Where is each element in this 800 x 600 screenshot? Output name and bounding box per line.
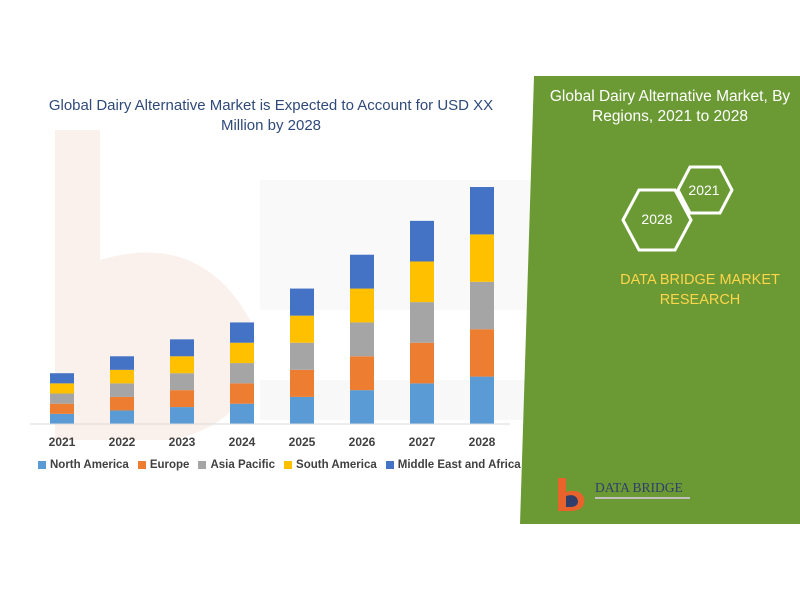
bar-segment-2024-0 [230,403,254,424]
bar-segment-2028-2 [470,281,494,330]
legend-swatch [385,461,394,469]
x-tick-2023: 2023 [169,435,196,449]
x-tick-2028: 2028 [469,435,496,449]
bar-segment-2027-1 [410,342,434,384]
logo-text: DATA BRIDGE [595,480,683,495]
legend-item-2: Asia Pacific [198,459,275,471]
legend-label: North America [50,459,129,471]
company-name: DATA BRIDGE MARKET RESEARCH [620,272,780,308]
bar-segment-2028-0 [470,376,494,424]
logo-underline [595,497,690,499]
bar-segment-2023-0 [170,407,194,424]
legend-label: Europe [149,459,190,471]
bar-segment-2026-2 [350,322,374,357]
x-tick-labels: 2021 2022 2023 2024 2025 2026 2027 2028 [49,435,496,449]
legend-item-4: Middle East and Africa [385,459,521,471]
bar-segment-2021-0 [50,413,74,424]
legend: North America Europe Asia Pacific South Ame… [38,459,521,471]
data-bridge-logo-icon [558,478,585,511]
x-tick-2025: 2025 [289,435,316,449]
bar-segment-2027-4 [410,220,434,262]
legend-item-0: North America [38,459,129,471]
bar-segment-2021-4 [50,373,74,384]
legend-item-1: Europe [137,459,190,471]
bar-segment-2023-4 [170,339,194,357]
bar-segment-2024-3 [230,342,254,364]
bar-segment-2026-3 [350,288,374,323]
bar-segment-2025-4 [290,288,314,316]
legend-swatch [198,461,207,469]
bar-segment-2026-1 [350,356,374,391]
panel-title: Global Dairy Alternative Market, By Regi… [549,88,791,125]
legend-label: Middle East and Africa [397,459,521,471]
bars-layer [50,187,494,424]
bar-segment-2024-1 [230,383,254,404]
x-tick-2026: 2026 [349,435,376,449]
bar-segment-2022-0 [110,410,134,424]
hexagon-2021-icon [676,165,734,215]
bar-segment-2027-2 [410,302,434,343]
bar-segment-2028-4 [470,187,494,235]
bar-segment-2022-1 [110,396,134,411]
bar-segment-2025-0 [290,396,314,424]
bar-segment-2025-1 [290,369,314,397]
hexagon-2028-icon [621,188,693,252]
bar-segment-2022-4 [110,356,134,370]
bar-segment-2026-0 [350,390,374,424]
legend-label: South America [296,459,377,471]
bar-segment-2022-3 [110,369,134,384]
x-tick-2022: 2022 [109,435,136,449]
legend-swatch [284,461,293,469]
bar-segment-2021-2 [50,393,74,404]
hex-2021-label: 2021 [688,182,720,198]
bar-segment-2023-3 [170,356,194,374]
stacked-bar-chart: 2021 2022 2023 2024 2025 2026 2027 2028 [30,187,510,449]
bar-segment-2021-1 [50,403,74,414]
x-tick-2027: 2027 [409,435,436,449]
x-tick-2024: 2024 [229,435,256,449]
bar-segment-2028-1 [470,329,494,377]
bar-segment-2025-2 [290,342,314,370]
bar-segment-2027-0 [410,383,434,424]
bar-segment-2023-1 [170,390,194,408]
bar-segment-2024-4 [230,322,254,343]
chart-title: Global Dairy Alternative Market is Expec… [48,97,494,134]
legend-swatch [38,461,46,469]
legend-swatch [137,461,146,469]
bar-segment-2025-3 [290,315,314,343]
bar-segment-2027-3 [410,261,434,303]
legend-item-3: South America [284,459,377,471]
bar-segment-2021-3 [50,383,74,394]
bar-segment-2022-2 [110,383,134,397]
bar-segment-2023-2 [170,373,194,391]
bar-segment-2024-2 [230,363,254,384]
x-tick-2021: 2021 [49,435,76,449]
legend-label: Asia Pacific [210,459,276,471]
hex-2028-label: 2028 [641,211,673,227]
bar-segment-2026-4 [350,254,374,289]
bar-segment-2028-3 [470,234,494,282]
